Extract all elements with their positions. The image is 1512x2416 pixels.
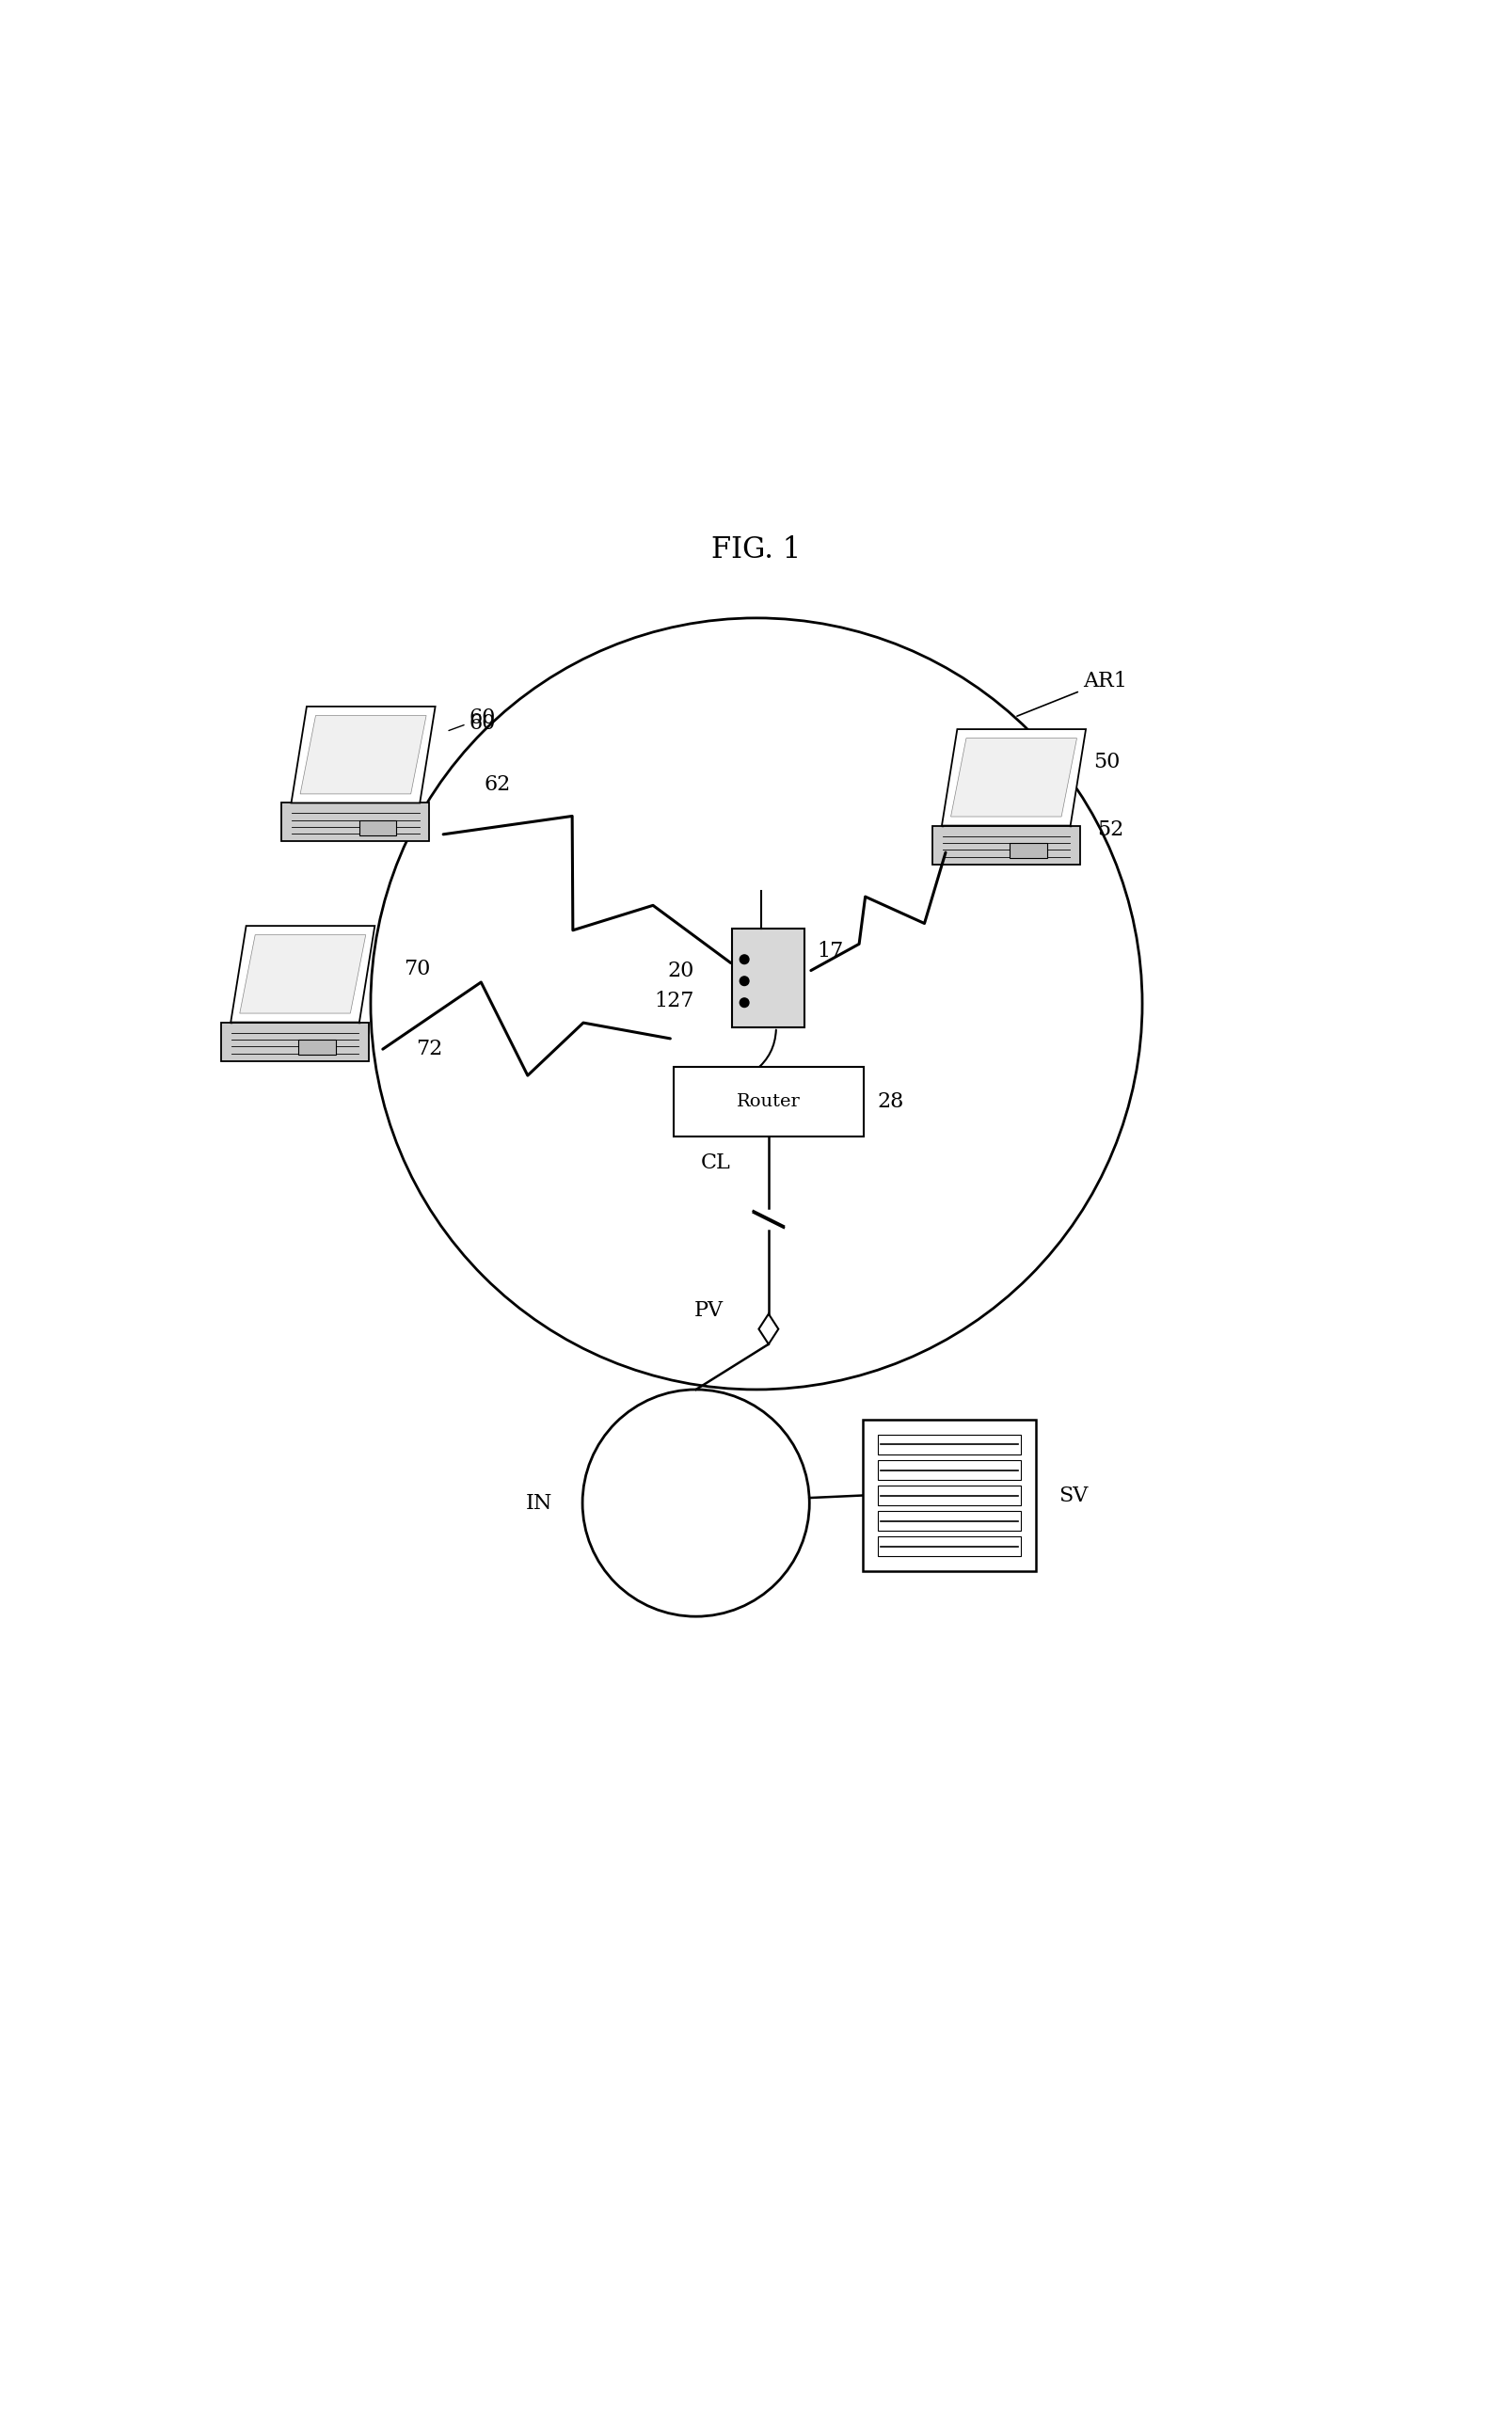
- FancyBboxPatch shape: [358, 821, 396, 836]
- Text: IN: IN: [525, 1493, 552, 1512]
- Circle shape: [739, 954, 748, 964]
- Text: Router: Router: [736, 1094, 800, 1111]
- FancyBboxPatch shape: [877, 1435, 1021, 1454]
- FancyBboxPatch shape: [877, 1537, 1021, 1556]
- FancyBboxPatch shape: [877, 1459, 1021, 1479]
- Polygon shape: [290, 705, 435, 802]
- Text: 52: 52: [1096, 819, 1123, 841]
- Polygon shape: [940, 730, 1086, 826]
- Text: 60: 60: [449, 708, 496, 730]
- Text: PV: PV: [694, 1300, 723, 1322]
- Text: 20: 20: [667, 959, 694, 981]
- FancyBboxPatch shape: [862, 1421, 1036, 1570]
- Text: 17: 17: [816, 940, 844, 962]
- Text: AR1: AR1: [1016, 672, 1126, 715]
- Text: 62: 62: [484, 773, 511, 795]
- Text: 70: 70: [404, 959, 431, 978]
- Text: 60: 60: [469, 713, 496, 734]
- FancyBboxPatch shape: [931, 826, 1080, 865]
- Text: 72: 72: [416, 1039, 443, 1061]
- Polygon shape: [239, 935, 366, 1012]
- Text: CL: CL: [700, 1152, 730, 1172]
- FancyBboxPatch shape: [673, 1068, 863, 1138]
- Polygon shape: [950, 739, 1077, 817]
- FancyArrowPatch shape: [754, 1029, 776, 1070]
- FancyBboxPatch shape: [732, 928, 804, 1027]
- Text: 127: 127: [655, 991, 694, 1010]
- Text: 50: 50: [1093, 751, 1120, 773]
- FancyBboxPatch shape: [221, 1022, 369, 1061]
- Text: FIG. 1: FIG. 1: [711, 536, 801, 565]
- Circle shape: [739, 976, 748, 986]
- FancyBboxPatch shape: [877, 1510, 1021, 1529]
- FancyBboxPatch shape: [1009, 843, 1046, 858]
- Circle shape: [739, 998, 748, 1007]
- Text: SV: SV: [1058, 1486, 1089, 1505]
- FancyBboxPatch shape: [877, 1486, 1021, 1505]
- FancyBboxPatch shape: [281, 802, 429, 841]
- Polygon shape: [299, 715, 426, 795]
- Text: 28: 28: [877, 1092, 904, 1111]
- Polygon shape: [230, 925, 375, 1022]
- FancyBboxPatch shape: [298, 1039, 336, 1056]
